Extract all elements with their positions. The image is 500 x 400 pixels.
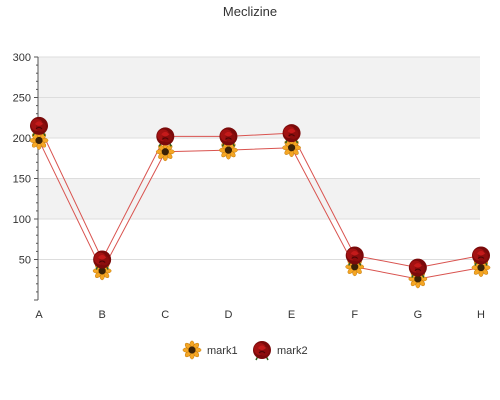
x-tick-label: F xyxy=(351,309,358,321)
mark2-point xyxy=(281,123,302,144)
series-line-mark1 xyxy=(38,140,482,280)
x-tick-label: C xyxy=(161,309,169,321)
legend-label: mark1 xyxy=(207,345,238,357)
legend-label: mark2 xyxy=(277,345,308,357)
y-tick-label: 150 xyxy=(13,174,31,186)
x-tick-label: E xyxy=(288,309,295,321)
x-tick-label: G xyxy=(414,309,423,321)
legend-item-mark1[interactable]: mark1 xyxy=(182,340,238,360)
x-tick-label: H xyxy=(477,309,485,321)
red-rose-icon xyxy=(252,340,272,361)
x-tick-label: A xyxy=(35,309,43,321)
mark1-point xyxy=(155,142,175,162)
y-tick-label: 200 xyxy=(13,133,31,145)
legend-item-mark2[interactable]: mark2 xyxy=(252,340,308,361)
mark2-point xyxy=(155,126,176,148)
x-tick-label: B xyxy=(98,309,105,321)
y-tick-label: 50 xyxy=(19,255,31,267)
sunflower-icon xyxy=(182,340,202,360)
y-tick-label: 100 xyxy=(13,214,31,226)
y-tick-label: 250 xyxy=(13,93,31,105)
series-line-mark2 xyxy=(38,125,482,269)
grid-band xyxy=(38,97,480,138)
x-tick-label: D xyxy=(224,309,232,321)
chart-title: Meclizine xyxy=(223,4,277,19)
grid-band xyxy=(38,57,480,98)
y-tick-label: 300 xyxy=(13,52,31,64)
grid-band xyxy=(38,178,480,219)
